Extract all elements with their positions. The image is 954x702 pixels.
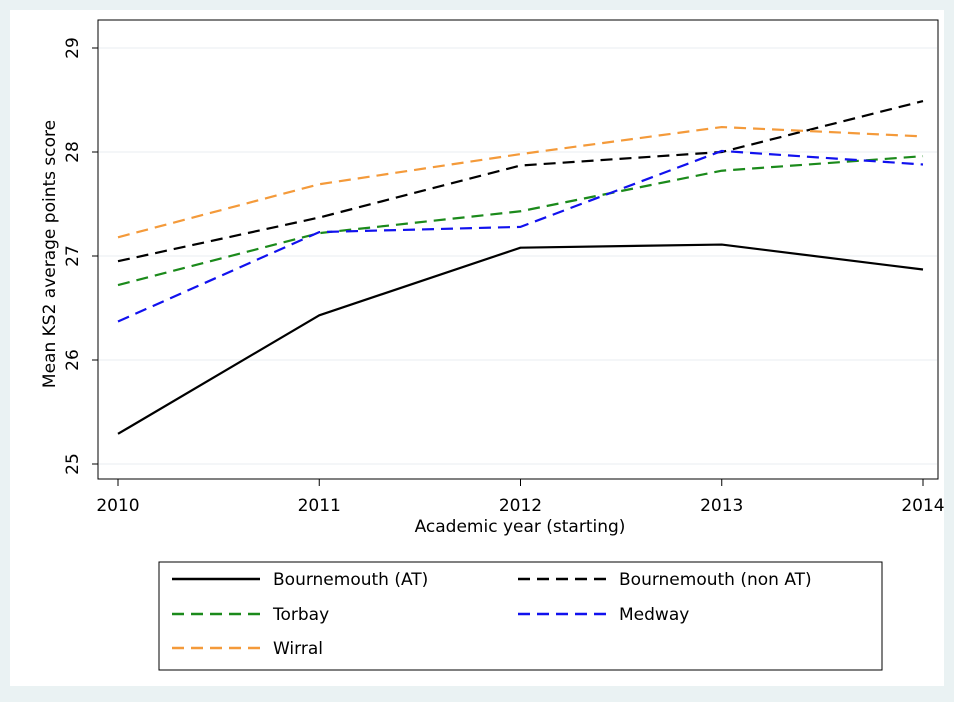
y-tick-label: 28 — [63, 141, 83, 163]
legend-label: Bournemouth (AT) — [273, 570, 428, 590]
x-axis-label: Academic year (starting) — [415, 517, 626, 537]
series-line-torbay — [117, 155, 924, 287]
legend: Bournemouth (AT) Bournemouth (non AT) Torb… — [158, 561, 883, 671]
axes: 25 26 27 28 29 2010 2011 2012 2013 2014 — [63, 20, 945, 516]
y-tick-label: 26 — [63, 349, 83, 371]
series-line-bournemouth-non-at — [117, 99, 924, 263]
legend-label: Bournemouth (non AT) — [619, 570, 812, 590]
series-line-medway — [117, 149, 924, 323]
x-tick-label: 2014 — [901, 496, 944, 516]
x-tick-label: 2010 — [96, 496, 139, 516]
grid — [99, 47, 937, 465]
y-tick-label: 25 — [63, 453, 83, 475]
x-tick-label: 2012 — [499, 496, 542, 516]
series-line-bournemouth-at — [117, 243, 924, 435]
y-tick-label: 29 — [63, 37, 83, 59]
y-tick-label: 27 — [63, 245, 83, 267]
series-line-wirral — [117, 125, 924, 239]
legend-label: Torbay — [272, 605, 329, 625]
x-tick-label: 2011 — [298, 496, 341, 516]
series-lines — [117, 99, 924, 435]
legend-label: Medway — [619, 605, 689, 625]
x-tick-label: 2013 — [700, 496, 743, 516]
y-axis-label: Mean KS2 average points score — [40, 120, 60, 388]
legend-label: Wirral — [273, 639, 323, 659]
